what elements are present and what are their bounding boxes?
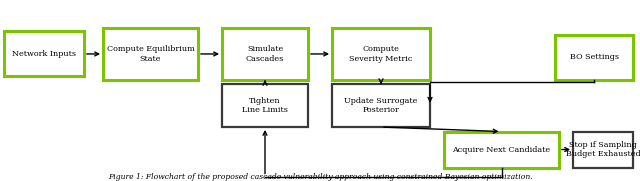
Text: Acquire Next Candidate: Acquire Next Candidate xyxy=(452,146,550,153)
FancyBboxPatch shape xyxy=(222,28,308,80)
FancyBboxPatch shape xyxy=(444,132,559,167)
Text: BO Settings: BO Settings xyxy=(570,53,618,61)
FancyBboxPatch shape xyxy=(573,132,633,167)
FancyBboxPatch shape xyxy=(332,84,430,127)
Text: Figure 1: Flowchart of the proposed cascade vulnerability approach using constra: Figure 1: Flowchart of the proposed casc… xyxy=(108,172,532,180)
FancyBboxPatch shape xyxy=(222,84,308,127)
Text: Compute
Severity Metric: Compute Severity Metric xyxy=(349,45,413,63)
Text: Tighten
Line Limits: Tighten Line Limits xyxy=(242,97,288,114)
Text: Network Inputs: Network Inputs xyxy=(12,50,76,58)
Text: Simulate
Cascades: Simulate Cascades xyxy=(246,45,284,63)
FancyBboxPatch shape xyxy=(555,35,633,80)
Text: Compute Equilibrium
State: Compute Equilibrium State xyxy=(107,45,195,63)
FancyBboxPatch shape xyxy=(332,28,430,80)
Text: Stop if Sampling
Budget Exhausted: Stop if Sampling Budget Exhausted xyxy=(566,141,640,158)
FancyBboxPatch shape xyxy=(103,28,198,80)
Text: Update Surrogate
Posterior: Update Surrogate Posterior xyxy=(344,97,418,114)
FancyBboxPatch shape xyxy=(4,31,84,76)
